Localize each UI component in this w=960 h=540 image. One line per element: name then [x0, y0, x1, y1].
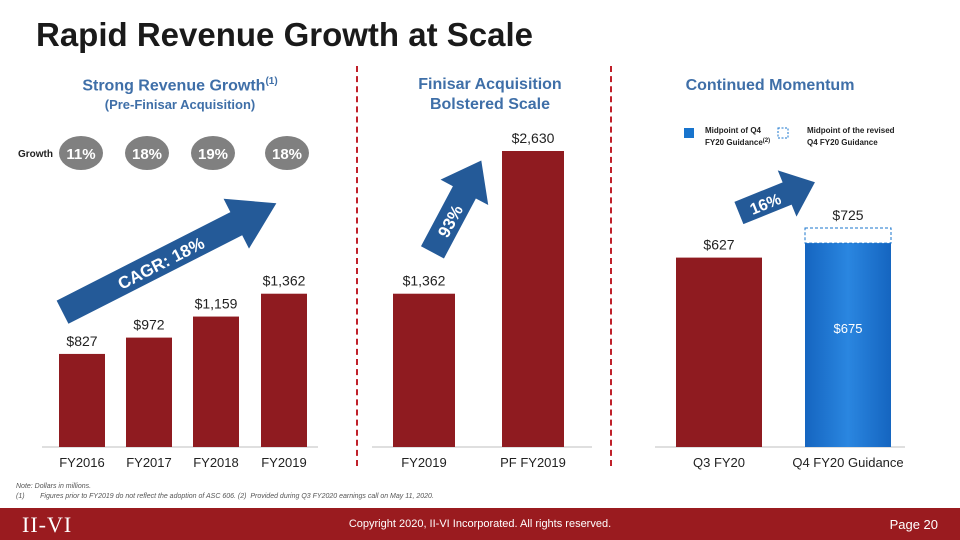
- growth-pill-3: 19%: [191, 136, 235, 170]
- chart1-category-label-4: FY2019: [261, 455, 307, 470]
- note-line-1: Note: Dollars in millions.: [16, 483, 92, 490]
- growth-pill-3-text: 19%: [198, 146, 228, 163]
- chart3-value-label-1: $627: [703, 237, 734, 253]
- note-line-2: (1) Figures prior to FY2019 do not refle…: [16, 493, 434, 500]
- panel2-title-line2: Bolstered Scale: [429, 96, 551, 113]
- chart3-value-label-2: $675: [834, 321, 863, 336]
- copyright-text: Copyright 2020, II-VI Incorporated. All …: [348, 518, 612, 530]
- chart1-category-label-2: FY2017: [126, 455, 172, 470]
- legend-solid-line1: Midpoint of Q4: [705, 126, 762, 135]
- chart2-category-label-1: FY2019: [401, 455, 447, 470]
- chart3-category-label-2: Q4 FY20 Guidance: [792, 455, 903, 470]
- panel1-title-text: Strong Revenue Growth: [82, 77, 266, 95]
- chart-finisar-acquisition: $1,362 FY2019 $2,630 PF FY2019: [372, 130, 592, 470]
- chart1-bar-3: [193, 316, 239, 447]
- chart2-category-label-2: PF FY2019: [500, 455, 566, 470]
- panel1-title-footnote: (1): [265, 76, 278, 87]
- chart1-category-label-1: FY2016: [59, 455, 105, 470]
- growth-pill-1-text: 11%: [66, 146, 95, 163]
- panel1-title: Strong Revenue Growth(1): [40, 76, 320, 95]
- cagr-label: CAGR: 18%: [115, 234, 208, 294]
- chart1-category-label-3: FY2018: [193, 455, 239, 470]
- chart3-revised-value-label: $725: [832, 207, 863, 223]
- chart3-bar-2: [805, 243, 891, 447]
- chart2-bar-1: [393, 293, 455, 447]
- chart1-bar-2: [126, 337, 172, 447]
- divider-right: [610, 66, 612, 466]
- cagr-arrow: CAGR: 18%: [56, 198, 277, 324]
- legend-solid-line2-text: FY20 Guidance: [705, 138, 763, 147]
- chart3-category-label-1: Q3 FY20: [693, 455, 745, 470]
- company-logo: II-VI: [22, 512, 73, 537]
- legend-dashed-line1: Midpoint of the revised: [807, 126, 895, 135]
- chart2-bar-2: [502, 151, 564, 447]
- growth-pill-4: 18%: [265, 136, 309, 170]
- page-number: Page 20: [889, 517, 938, 532]
- chart2-value-label-1: $1,362: [403, 273, 446, 289]
- chart3-bar-1: [676, 257, 762, 447]
- chart1-value-label-3: $1,159: [195, 296, 238, 312]
- legend-dashed-swatch: [777, 127, 789, 139]
- footer-bar: II-VI Copyright 2020, II-VI Incorporated…: [0, 508, 960, 540]
- chart1-bar-4: [261, 293, 307, 447]
- legend-solid-swatch: [684, 128, 694, 138]
- chart1-value-label-1: $827: [66, 333, 97, 349]
- panel2-title-line1: Finisar Acquisition: [418, 76, 562, 93]
- chart-revenue-growth: $827 FY2016 $972 FY2017 $1,159 FY2018 $1,362 FY…: [42, 273, 318, 470]
- slide-title: Rapid Revenue Growth at Scale: [36, 16, 533, 53]
- chart-continued-momentum: $627 Q3 FY20 $675 Q4 FY20 Guidance $725: [655, 207, 905, 470]
- chart1-bar-1: [59, 353, 105, 447]
- growth-pill-2-text: 18%: [132, 146, 162, 163]
- panel3-title: Continued Momentum: [685, 77, 855, 94]
- growth-pill-4-text: 18%: [272, 146, 302, 163]
- chart1-value-label-2: $972: [133, 317, 164, 333]
- legend-solid-line2: FY20 Guidance(2): [705, 138, 770, 147]
- divider-left: [356, 66, 358, 466]
- chart2-value-label-2: $2,630: [512, 130, 555, 146]
- panel1-subtitle: (Pre-Finisar Acquisition): [104, 97, 256, 112]
- acquisition-arrow: 93%: [420, 160, 489, 259]
- chart3-revised-guidance-outline: [804, 227, 892, 244]
- momentum-arrow: 16%: [734, 170, 815, 225]
- legend-dashed-line2: Q4 FY20 Guidance: [807, 138, 878, 147]
- growth-pill-1: 11%: [59, 136, 103, 170]
- growth-label: Growth: [18, 149, 53, 160]
- legend-solid-footnote: (2): [763, 138, 770, 144]
- chart1-value-label-4: $1,362: [263, 273, 306, 289]
- growth-pill-2: 18%: [125, 136, 169, 170]
